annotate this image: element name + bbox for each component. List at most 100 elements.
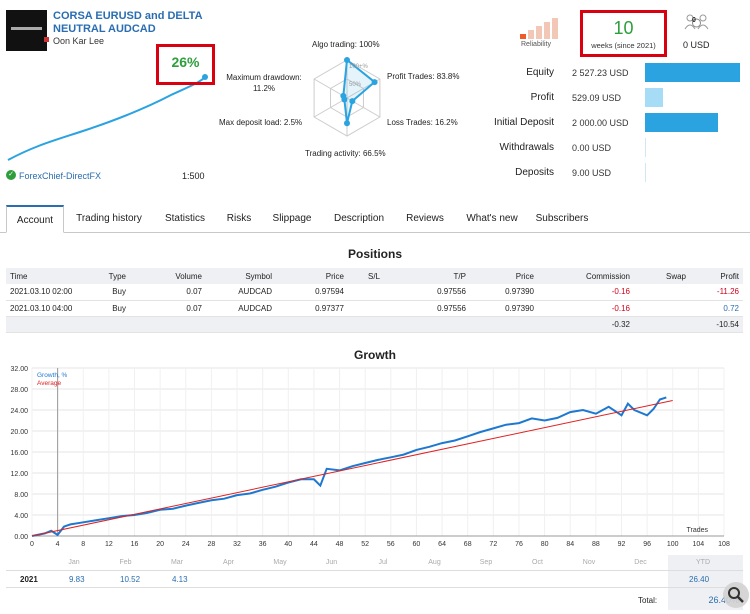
- col-time: Time: [6, 268, 90, 284]
- x-tick-label: 56: [387, 541, 395, 548]
- radar-axis: [313, 97, 348, 118]
- cell-symbol: AUDCAD: [206, 300, 276, 317]
- signal-title[interactable]: CORSA EURUSD and DELTA NEUTRAL AUDCAD: [53, 10, 203, 35]
- average-series-line: [31, 400, 673, 537]
- month-value: 10.52: [120, 575, 141, 584]
- author-name[interactable]: Oon Kar Lee: [53, 36, 105, 46]
- subscribers-icon: [684, 14, 709, 30]
- year-label: 2021: [20, 575, 38, 584]
- x-axis-label: Trades: [686, 527, 708, 534]
- growth-sparkline: [7, 74, 208, 161]
- cell-profit: 0.72: [690, 300, 743, 317]
- leverage-value: 1:500: [182, 171, 205, 181]
- tab-subscribers[interactable]: Subscribers: [535, 213, 589, 224]
- subscribers-count: 0: [692, 17, 696, 24]
- zoom-icon: [728, 587, 744, 603]
- y-tick-label: 24.00: [10, 408, 28, 415]
- positions-header-row: Time Type Volume Symbol Price S/L T/P Pr…: [6, 268, 743, 284]
- positions-title: Positions: [347, 247, 402, 261]
- radar-label-activity: Trading activity: 66.5%: [305, 149, 386, 158]
- col-symbol: Symbol: [206, 268, 276, 284]
- month-value: 9.83: [69, 575, 85, 584]
- tab-reviews[interactable]: Reviews: [406, 213, 444, 224]
- legend-entry: Average: [37, 380, 61, 387]
- x-tick-label: 12: [105, 541, 113, 548]
- x-tick-label: 84: [566, 541, 574, 548]
- growth-series-line: [31, 396, 667, 537]
- col-swap: Swap: [634, 268, 690, 284]
- total-profit: -10.54: [690, 316, 743, 333]
- tab-account[interactable]: Account: [6, 205, 64, 233]
- col-sl: S/L: [348, 268, 384, 284]
- radar-label-drawdown: Maximum drawdown: 11.2%: [226, 73, 302, 93]
- x-tick-label: 48: [336, 541, 344, 548]
- reliability-label: Reliability: [521, 41, 551, 48]
- growth-title: Growth: [354, 348, 396, 362]
- month-label: May: [273, 559, 287, 566]
- x-tick-label: 4: [56, 541, 60, 548]
- x-tick-label: 40: [284, 541, 292, 548]
- col-volume: Volume: [130, 268, 206, 284]
- radar-ring-label: 100+%: [349, 64, 369, 70]
- month-label: Jan: [68, 559, 79, 566]
- month-label: Dec: [634, 559, 647, 566]
- stat-value: 2 527.23 USD: [572, 68, 629, 78]
- weeks-count: 10: [613, 18, 634, 38]
- cell-symbol: AUDCAD: [206, 284, 276, 301]
- x-tick-label: 72: [489, 541, 497, 548]
- tab-whats-new[interactable]: What's new: [466, 213, 518, 224]
- x-tick-label: 100: [667, 541, 679, 548]
- zoom-button[interactable]: [723, 582, 749, 608]
- x-tick-label: 76: [515, 541, 523, 548]
- x-tick-label: 32: [233, 541, 241, 548]
- stat-bar: [645, 63, 740, 82]
- y-tick-label: 4.00: [14, 513, 28, 520]
- tab-risks[interactable]: Risks: [226, 213, 252, 224]
- month-label: YTD: [696, 559, 710, 566]
- cell-volume: 0.07: [130, 300, 206, 317]
- weeks-label: weeks (since 2021): [591, 41, 656, 50]
- cell-price: 0.97594: [276, 284, 348, 301]
- month-label: Oct: [532, 559, 543, 566]
- x-tick-label: 20: [156, 541, 164, 548]
- cell-tp: 0.97556: [384, 284, 470, 301]
- stat-bar: [645, 163, 646, 182]
- radar-label-deposit-load: Max deposit load: 2.5%: [219, 118, 303, 127]
- month-value: 4.13: [172, 575, 188, 584]
- cell-type: Buy: [90, 300, 130, 317]
- x-tick-label: 44: [310, 541, 318, 548]
- month-value: 26.40: [689, 575, 710, 584]
- weeks-highlight-box: [580, 10, 667, 57]
- table-row: 2021.03.10 02:00 Buy 0.07 AUDCAD 0.97594…: [6, 284, 743, 301]
- stat-value: 9.00 USD: [572, 168, 612, 178]
- month-label: Nov: [583, 559, 596, 566]
- cell-time: 2021.03.10 02:00: [6, 284, 90, 301]
- stat-label: Profit: [530, 92, 554, 103]
- y-tick-label: 32.00: [10, 366, 28, 373]
- stat-value: 2 000.00 USD: [572, 118, 629, 128]
- col-commission: Commission: [538, 268, 634, 284]
- tab-statistics[interactable]: Statistics: [164, 213, 205, 224]
- y-tick-label: 16.00: [10, 450, 28, 457]
- col-price-current: Price: [470, 268, 538, 284]
- col-type: Type: [90, 268, 130, 284]
- radar-label-algo: Algo trading: 100%: [312, 40, 380, 49]
- y-tick-label: 8.00: [14, 492, 28, 499]
- cell-time: 2021.03.10 04:00: [6, 300, 90, 317]
- positions-table: Time Type Volume Symbol Price S/L T/P Pr…: [6, 268, 743, 333]
- x-tick-label: 36: [259, 541, 267, 548]
- year-row: 2021 9.83 10.52 4.13 26.40: [6, 570, 743, 588]
- stat-bar: [645, 113, 718, 132]
- tab-slippage[interactable]: Slippage: [272, 213, 312, 224]
- broker-link[interactable]: ForexChief-DirectFX: [19, 171, 102, 181]
- stat-label: Equity: [526, 67, 554, 78]
- x-tick-label: 60: [413, 541, 421, 548]
- stat-bar: [645, 88, 663, 107]
- radar-point: [344, 120, 350, 127]
- x-tick-label: 0: [30, 541, 34, 548]
- tab-trading-history[interactable]: Trading history: [76, 213, 142, 224]
- cell-type: Buy: [90, 284, 130, 301]
- y-tick-label: 12.00: [10, 471, 28, 478]
- total-label: Total:: [638, 596, 658, 605]
- tab-description[interactable]: Description: [333, 213, 385, 224]
